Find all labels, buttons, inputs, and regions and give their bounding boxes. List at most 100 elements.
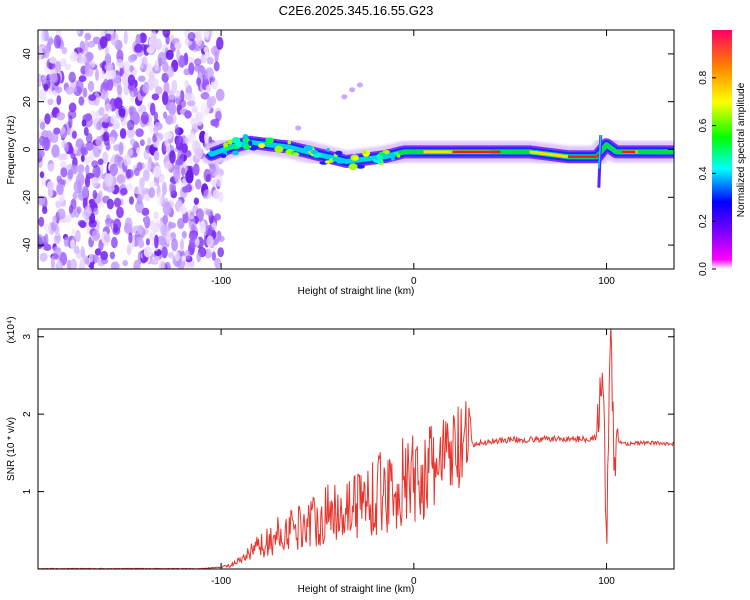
noise-speckle <box>51 144 60 158</box>
noise-speckle <box>104 63 114 71</box>
snr-scale-label: (x10⁴) <box>6 316 17 343</box>
snr-plot-area <box>38 329 674 569</box>
colorbar-tick-label: 0.2 <box>698 214 709 228</box>
noise-speckle <box>102 151 109 164</box>
colorbar-tick-label: 0.0 <box>698 262 709 276</box>
isolated-patch <box>349 87 356 93</box>
noise-speckle <box>205 174 212 183</box>
noise-speckle <box>53 247 62 261</box>
noise-speckle <box>178 206 188 214</box>
ridge-blob <box>390 154 395 161</box>
noise-speckle <box>63 236 70 247</box>
noise-speckle <box>114 74 121 82</box>
noise-speckle <box>56 95 62 106</box>
noise-speckle <box>138 239 145 248</box>
noise-speckle <box>196 77 202 87</box>
noise-speckle <box>160 224 167 236</box>
ridge-blob <box>311 149 319 155</box>
noise-speckle <box>87 80 95 92</box>
noise-speckle <box>73 245 80 254</box>
noise-speckle <box>184 134 193 144</box>
noise-speckle <box>168 222 176 229</box>
noise-speckle <box>153 111 159 121</box>
noise-speckle <box>214 257 222 269</box>
colorbar: 0.0 0.2 0.4 0.6 0.8 Normalized spectral ampl… <box>698 30 747 276</box>
noise-speckle <box>195 179 202 190</box>
noise-speckle <box>216 36 224 50</box>
noise-speckle <box>76 30 81 34</box>
ridge-blob <box>394 151 399 155</box>
noise-speckle <box>209 163 216 175</box>
noise-speckle <box>122 259 128 267</box>
noise-speckle <box>177 218 185 230</box>
noise-speckle <box>55 200 62 209</box>
noise-speckle <box>162 91 169 106</box>
noise-speckle <box>181 143 188 154</box>
chart-title: C2E6.2025.345.16.55.G23 <box>279 3 434 18</box>
noise-speckle <box>77 180 82 193</box>
noise-speckle <box>166 142 171 154</box>
noise-speckle <box>181 167 186 177</box>
noise-speckle <box>169 150 176 164</box>
noise-speckle <box>60 126 66 134</box>
noise-speckle <box>71 130 77 139</box>
noise-speckle <box>194 58 202 66</box>
noise-speckle <box>217 247 224 258</box>
noise-speckle <box>119 128 127 139</box>
noise-speckle <box>61 140 67 149</box>
noise-speckle <box>81 119 87 127</box>
ridge-blob <box>332 156 336 162</box>
noise-speckle <box>148 121 154 134</box>
noise-speckle <box>153 211 159 220</box>
noise-speckle <box>187 31 196 42</box>
noise-speckle <box>204 30 210 38</box>
noise-speckle <box>89 262 95 269</box>
noise-speckle <box>80 249 86 258</box>
noise-speckle <box>203 69 208 81</box>
noise-speckle <box>196 252 201 263</box>
noise-speckle <box>165 115 174 126</box>
noise-speckle <box>130 91 135 103</box>
noise-speckle <box>98 106 105 116</box>
noise-speckle <box>116 58 123 67</box>
ridge-blob <box>265 141 271 145</box>
ridge-blob <box>335 150 343 156</box>
noise-speckle <box>184 92 193 101</box>
noise-speckle <box>56 208 66 220</box>
noise-speckle <box>42 206 48 214</box>
noise-speckle <box>87 40 96 48</box>
spectrogram-ytick-label: 40 <box>22 48 33 60</box>
noise-speckle <box>165 230 171 245</box>
noise-speckle <box>188 232 198 241</box>
noise-speckle <box>84 156 90 166</box>
noise-speckle <box>100 250 108 261</box>
noise-speckle <box>119 108 126 118</box>
noise-speckle <box>169 182 177 195</box>
noise-speckle <box>61 153 68 160</box>
noise-speckle <box>203 46 209 54</box>
noise-speckle <box>109 136 116 145</box>
noise-speckle <box>176 49 181 62</box>
noise-speckle <box>129 138 136 146</box>
noise-speckle <box>77 164 85 174</box>
noise-speckle <box>145 238 150 246</box>
noise-speckle <box>116 84 123 95</box>
noise-speckle <box>127 148 134 157</box>
noise-speckle <box>105 220 112 228</box>
noise-speckle <box>150 30 157 44</box>
noise-speckle <box>153 150 160 161</box>
noise-speckle <box>157 51 167 65</box>
noise-speckle <box>152 225 159 233</box>
noise-speckle <box>138 104 147 114</box>
noise-speckle <box>113 218 122 231</box>
noise-speckle <box>104 103 112 113</box>
noise-speckle <box>154 60 159 72</box>
noise-speckle <box>205 224 213 236</box>
noise-speckle <box>142 169 150 182</box>
noise-speckle <box>38 216 45 227</box>
noise-speckle <box>149 71 155 81</box>
noise-speckle <box>110 115 118 125</box>
noise-speckle <box>194 112 204 126</box>
noise-speckle <box>110 261 120 269</box>
snr-panel: -100 0 100 1 2 3 (x10⁴) Height of straight li… <box>6 316 675 595</box>
